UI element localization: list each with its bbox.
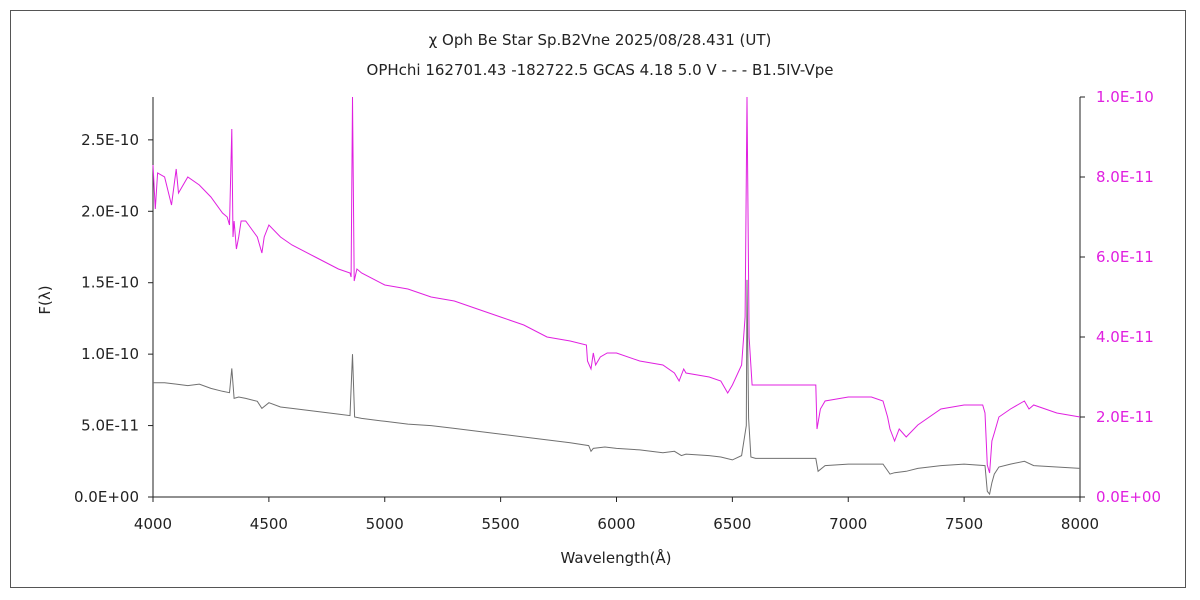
x-tick-label: 5000 (366, 515, 404, 533)
x-tick-label: 8000 (1061, 515, 1099, 533)
spectrum-line-magenta (152, 96, 1081, 474)
y-axis-label: F(λ) (36, 285, 54, 314)
y-right-tick-label: 0.0E+00 (1096, 488, 1161, 506)
chart-title: χ Oph Be Star Sp.B2Vne 2025/08/28.431 (U… (429, 31, 772, 49)
x-tick-label: 4500 (250, 515, 288, 533)
x-tick-label: 6500 (713, 515, 751, 533)
y-left-tick-label: 1.0E-10 (81, 345, 139, 363)
y-right-tick-label: 6.0E-11 (1096, 248, 1154, 266)
y-left-tick-label: 2.5E-10 (81, 131, 139, 149)
y-right-tick-label: 2.0E-11 (1096, 408, 1154, 426)
chart-subtitle: OPHchi 162701.43 -182722.5 GCAS 4.18 5.0… (367, 61, 834, 79)
x-tick-label: 6000 (597, 515, 635, 533)
y-left-tick-label: 2.0E-10 (81, 202, 139, 220)
x-tick-label: 5500 (482, 515, 520, 533)
y-left-tick-label: 0.0E+00 (74, 488, 139, 506)
y-right-tick-label: 4.0E-11 (1096, 328, 1154, 346)
y-left-tick-label: 5.0E-11 (81, 417, 139, 435)
x-tick-label: 7000 (829, 515, 867, 533)
x-axis-label: Wavelength(Å) (561, 548, 672, 567)
x-tick-label: 7500 (945, 515, 983, 533)
x-tick-label: 4000 (134, 515, 172, 533)
y-right-tick-label: 8.0E-11 (1096, 168, 1154, 186)
y-right-tick-label: 1.0E-10 (1096, 88, 1154, 106)
spectrum-line-gray (153, 279, 1081, 496)
y-left-tick-label: 1.5E-10 (81, 274, 139, 292)
